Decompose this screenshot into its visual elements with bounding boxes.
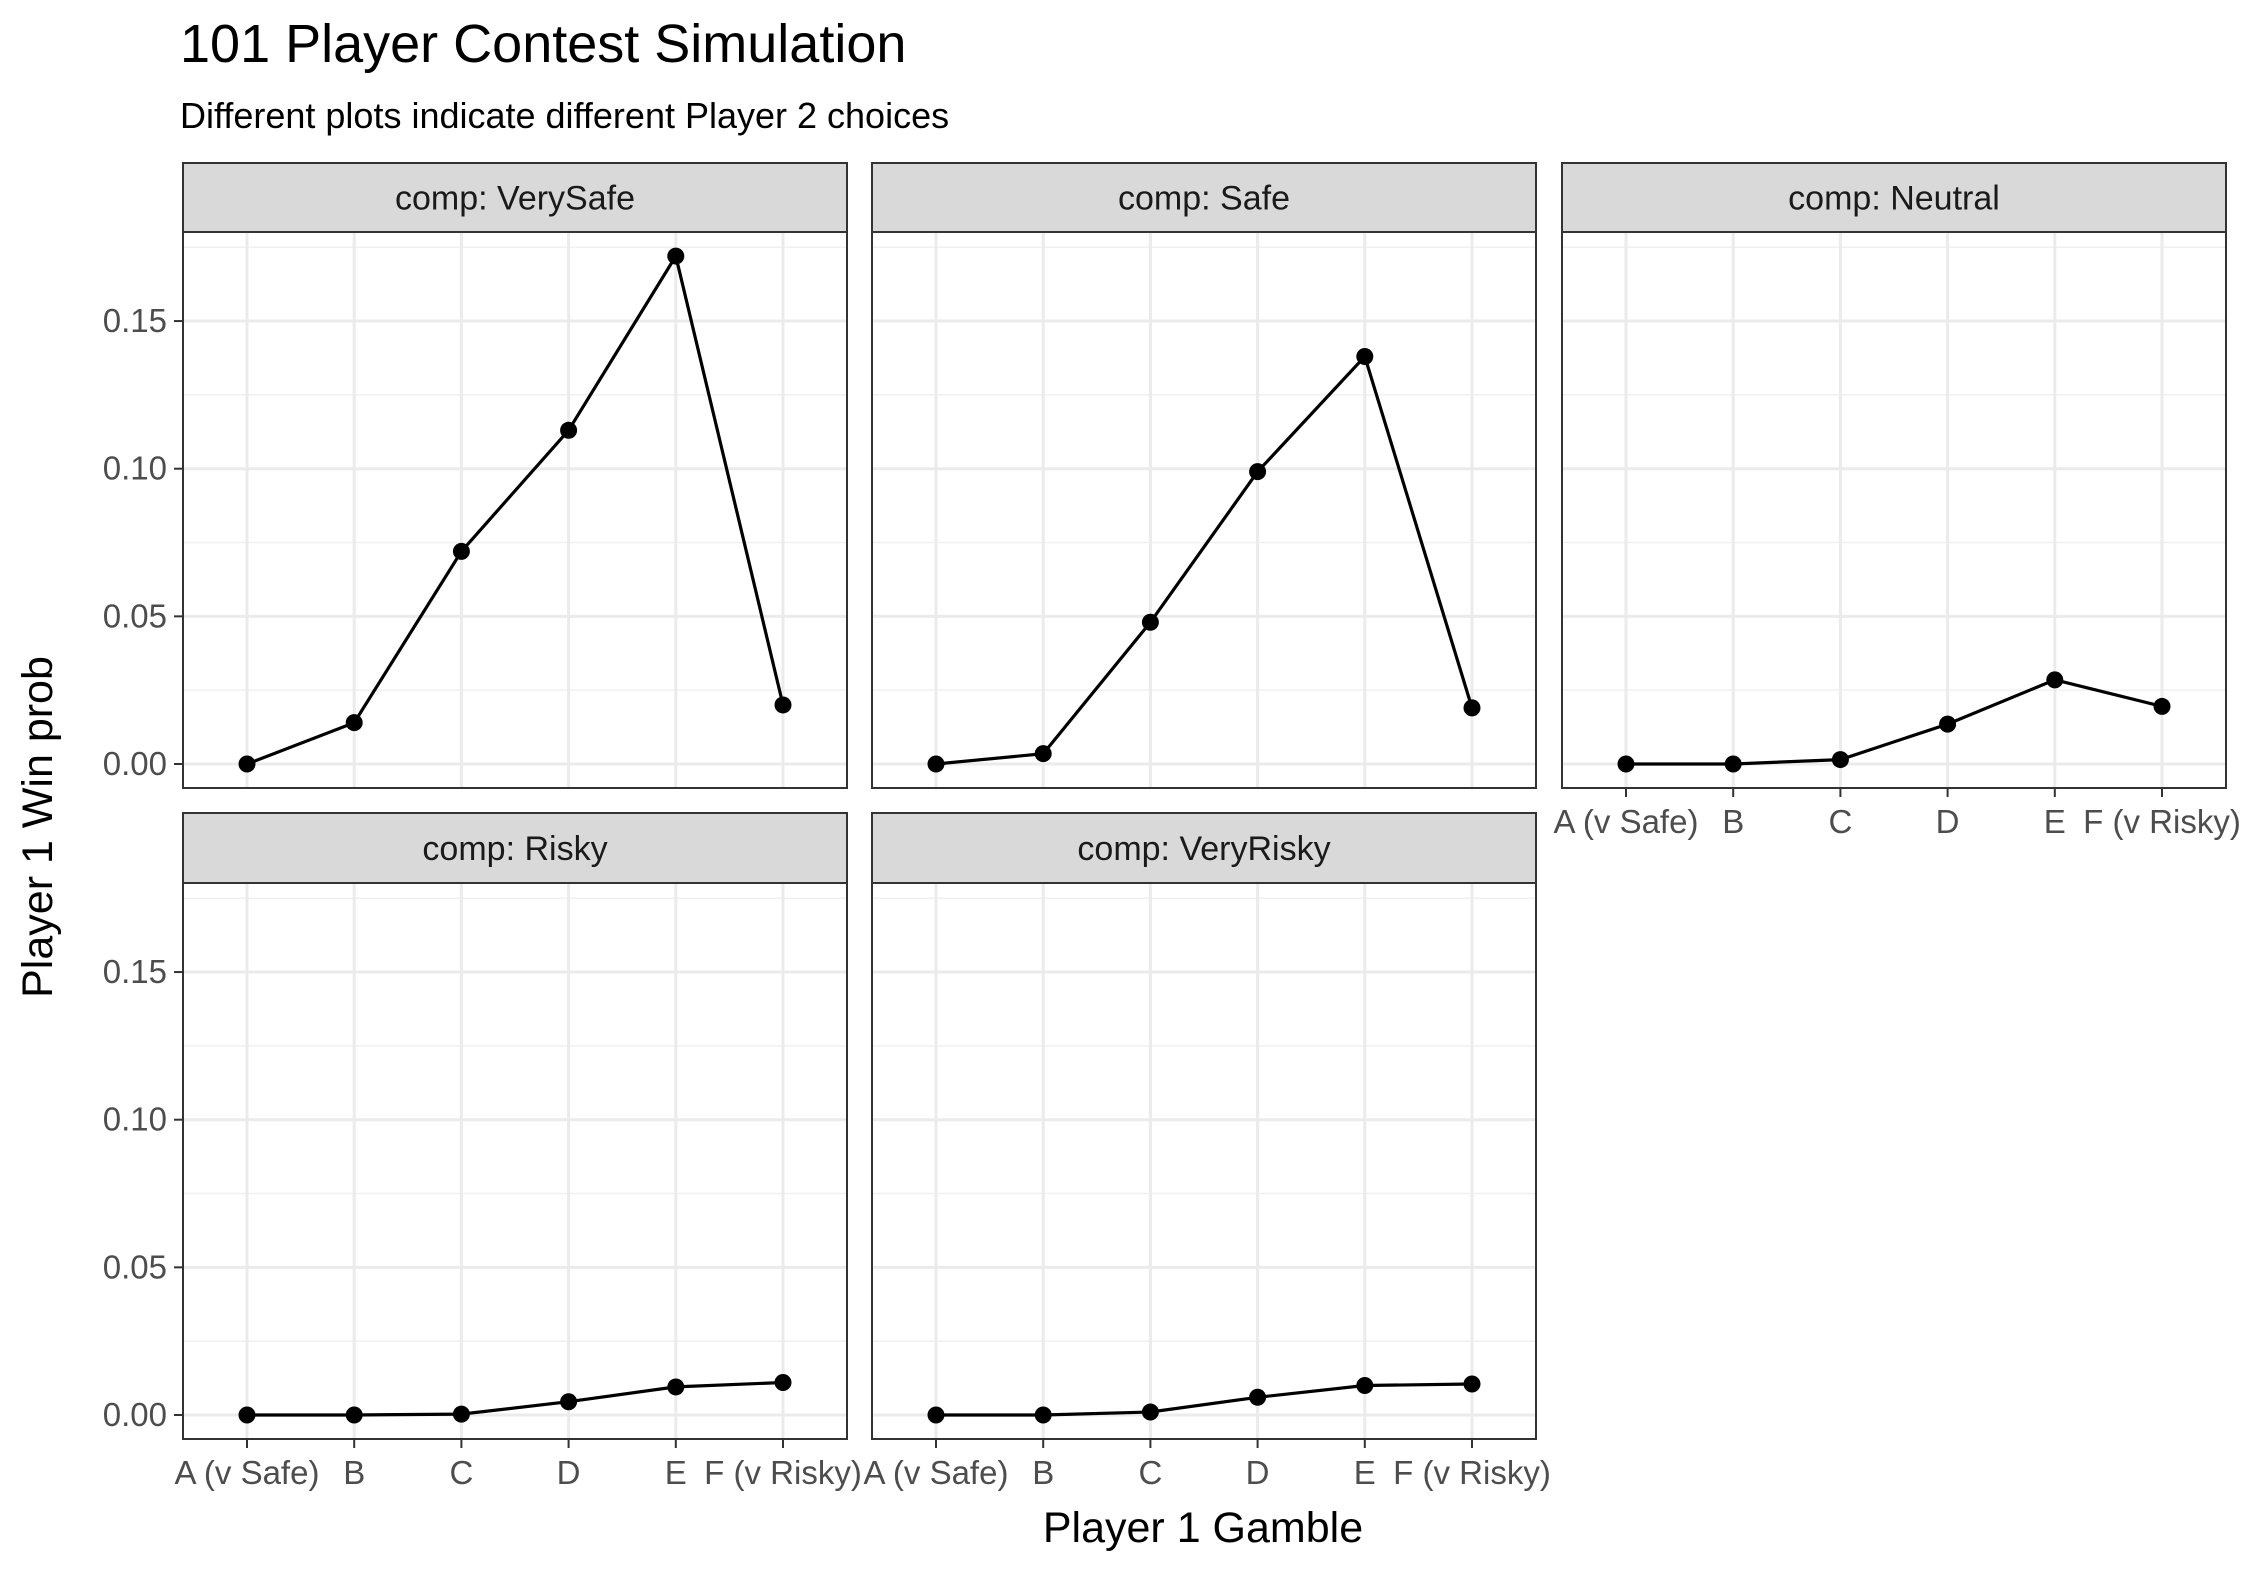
y-tick-label: 0.00 (103, 1396, 167, 1433)
y-tick-label: 0.10 (103, 450, 167, 487)
data-point (1463, 699, 1481, 717)
data-point (560, 421, 578, 439)
data-point (927, 755, 945, 773)
y-tick-label: 0.00 (103, 745, 167, 782)
data-point (452, 542, 470, 560)
facet-panel: comp: Risky 0.00 0.05 0.10 0.15 A (v Safe) B C D… (103, 812, 862, 1491)
data-point (345, 714, 363, 732)
data-point (1356, 347, 1374, 365)
data-point (1249, 1388, 1267, 1406)
facet-panels: comp: VerySafe 0.00 0.05 0.10 0.15 comp: Safe… (103, 162, 2241, 1491)
series-line (1626, 678, 2163, 766)
plot-background (872, 232, 1536, 788)
data-point (238, 1406, 256, 1424)
data-point (238, 755, 256, 773)
facet-strip (871, 812, 1537, 884)
y-axis-title: Player 1 Win prob (14, 656, 62, 998)
data-point (1034, 1406, 1052, 1424)
plot-background (872, 883, 1536, 1439)
y-tick-label: 0.05 (103, 597, 167, 634)
x-tick-label: B (343, 1454, 365, 1491)
x-tick-label: C (1828, 803, 1852, 840)
y-tick-label: 0.10 (103, 1101, 167, 1138)
data-point (1141, 1403, 1159, 1421)
x-tick-label: F (v Risky) (704, 1454, 862, 1491)
x-tick-label: B (1722, 803, 1744, 840)
x-tick-label: C (449, 1454, 473, 1491)
data-point (1141, 613, 1159, 631)
data-point (774, 696, 792, 714)
facet-strip-label: comp: Neutral (1788, 180, 2000, 218)
plot-background (183, 883, 847, 1439)
data-point (1356, 1376, 1374, 1394)
x-tick-label: A (v Safe) (175, 1454, 320, 1491)
plot-background (1562, 232, 2226, 788)
x-tick-label: E (1354, 1454, 1376, 1491)
facet-strip (182, 162, 848, 233)
data-point (1463, 1375, 1481, 1393)
series-line (935, 353, 1474, 766)
data-point (560, 1393, 578, 1411)
panel-border (871, 882, 1537, 1440)
data-point (1034, 745, 1052, 763)
data-point (452, 1405, 470, 1423)
panel-border (182, 231, 848, 789)
panel-border (1561, 231, 2227, 789)
data-point (667, 247, 685, 265)
x-tick-label: F (v Risky) (1393, 1454, 1551, 1491)
data-point (1939, 715, 1957, 733)
data-point (774, 1374, 792, 1392)
x-tick-label: A (v Safe) (864, 1454, 1009, 1491)
panel-border (182, 882, 848, 1440)
panel-border (871, 231, 1537, 789)
data-point (667, 1378, 685, 1396)
x-axis-title: Player 1 Gamble (1043, 1504, 1363, 1552)
series-line (246, 251, 785, 766)
x-tick-label: D (1936, 803, 1960, 840)
data-point (1831, 751, 1849, 769)
chart-title: 101 Player Contest Simulation (180, 14, 906, 74)
data-point (927, 1406, 945, 1424)
x-tick-label: E (665, 1454, 687, 1491)
facet-strip-label: comp: VeryRisky (1077, 830, 1330, 868)
facet-panel: comp: Safe (871, 162, 1537, 789)
data-point (1617, 755, 1635, 773)
data-point (345, 1406, 363, 1424)
y-tick-label: 0.15 (103, 302, 167, 339)
data-point (1724, 755, 1742, 773)
data-point (2153, 697, 2171, 715)
x-tick-label: E (2044, 803, 2066, 840)
chart-subtitle: Different plots indicate different Playe… (180, 95, 949, 136)
facet-panel: comp: VerySafe 0.00 0.05 0.10 0.15 (103, 162, 848, 789)
data-point (1249, 463, 1267, 481)
x-tick-label: F (v Risky) (2083, 803, 2241, 840)
y-tick-label: 0.15 (103, 953, 167, 990)
facet-strip (1561, 162, 2227, 233)
x-tick-label: B (1032, 1454, 1054, 1491)
facet-strip-label: comp: VerySafe (395, 180, 635, 218)
y-tick-label: 0.05 (103, 1248, 167, 1285)
facet-strip (182, 812, 848, 884)
x-tick-label: C (1138, 1454, 1162, 1491)
facet-strip-label: comp: Risky (422, 830, 607, 868)
x-tick-label: D (1246, 1454, 1270, 1491)
series-line (936, 1382, 1473, 1417)
x-tick-label: A (v Safe) (1554, 803, 1699, 840)
series-line (247, 1380, 784, 1417)
facet-panel: comp: VeryRisky A (v Safe) B C D E F (v Risky) (864, 812, 1551, 1491)
data-point (2046, 671, 2064, 689)
facet-panel: comp: Neutral A (v Safe) B C D E F (v Risky) (1554, 162, 2241, 840)
plot-background (183, 232, 847, 788)
facet-strip-label: comp: Safe (1118, 180, 1290, 218)
x-tick-label: D (557, 1454, 581, 1491)
